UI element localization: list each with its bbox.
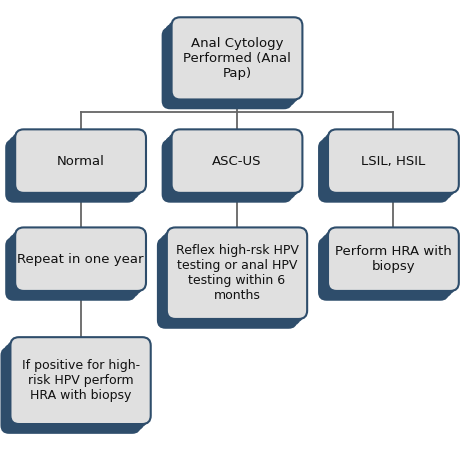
Text: ASC-US: ASC-US (212, 155, 262, 168)
FancyBboxPatch shape (9, 234, 139, 297)
FancyBboxPatch shape (12, 133, 143, 196)
FancyBboxPatch shape (10, 337, 151, 424)
FancyBboxPatch shape (318, 237, 449, 301)
FancyBboxPatch shape (172, 17, 302, 99)
FancyBboxPatch shape (5, 237, 136, 301)
Text: Anal Cytology
Performed (Anal
Pap): Anal Cytology Performed (Anal Pap) (183, 37, 291, 80)
Text: Normal: Normal (56, 155, 105, 168)
Text: LSIL, HSIL: LSIL, HSIL (361, 155, 426, 168)
FancyBboxPatch shape (168, 133, 299, 196)
FancyBboxPatch shape (321, 136, 452, 199)
FancyBboxPatch shape (321, 234, 452, 297)
FancyBboxPatch shape (15, 129, 146, 193)
FancyBboxPatch shape (165, 24, 296, 106)
FancyBboxPatch shape (318, 139, 449, 203)
Text: Reflex high-rsk HPV
testing or anal HPV
testing within 6
months: Reflex high-rsk HPV testing or anal HPV … (175, 244, 299, 302)
FancyBboxPatch shape (9, 136, 139, 199)
FancyBboxPatch shape (12, 231, 143, 294)
FancyBboxPatch shape (328, 129, 459, 193)
FancyBboxPatch shape (164, 231, 304, 322)
FancyBboxPatch shape (0, 347, 141, 434)
FancyBboxPatch shape (172, 129, 302, 193)
FancyBboxPatch shape (325, 231, 456, 294)
FancyBboxPatch shape (165, 136, 296, 199)
Text: Repeat in one year: Repeat in one year (18, 253, 144, 266)
Text: Perform HRA with
biopsy: Perform HRA with biopsy (335, 245, 452, 273)
Text: If positive for high-
risk HPV perform
HRA with biopsy: If positive for high- risk HPV perform H… (21, 359, 140, 402)
FancyBboxPatch shape (4, 344, 144, 431)
FancyBboxPatch shape (15, 227, 146, 291)
FancyBboxPatch shape (160, 234, 301, 325)
FancyBboxPatch shape (162, 27, 292, 109)
FancyBboxPatch shape (328, 227, 459, 291)
FancyBboxPatch shape (7, 340, 147, 427)
FancyBboxPatch shape (162, 139, 292, 203)
FancyBboxPatch shape (168, 21, 299, 103)
FancyBboxPatch shape (157, 237, 297, 329)
FancyBboxPatch shape (325, 133, 456, 196)
FancyBboxPatch shape (167, 227, 307, 319)
FancyBboxPatch shape (5, 139, 136, 203)
